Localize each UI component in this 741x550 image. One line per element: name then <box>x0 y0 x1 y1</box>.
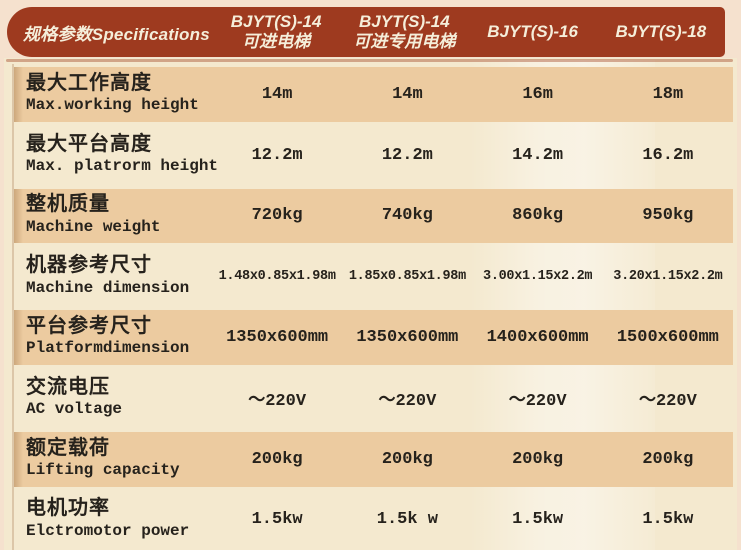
table-header: 规格参数Specifications BJYT(S)-14 可进电梯 BJYT(… <box>7 7 725 57</box>
row-label: 机器参考尺寸 Machine dimension <box>14 255 212 297</box>
row-value-col4: ～220V <box>638 392 697 412</box>
row-value-col4: 1500x600mm <box>616 328 719 348</box>
table-row: 电机功率 Elctromotor power 1.5kw 1.5k w 1.5k… <box>14 490 733 550</box>
row-value-col4: 950kg <box>642 206 694 226</box>
row-label-en: Max.working height <box>26 96 199 115</box>
row-value-col1: 1350x600mm <box>226 328 329 348</box>
header-model-name: BJYT(S)-16 <box>487 22 578 41</box>
row-label: 额定载荷 Lifting capacity <box>14 437 212 480</box>
table-row: 平台参考尺寸 Platformdimension 1350x600mm 1350… <box>14 307 733 368</box>
row-value-col1: 1.5kw <box>251 510 303 530</box>
header-shadow-line <box>6 59 733 62</box>
row-label: 整机质量 Machine weight <box>14 194 212 236</box>
row-value-col2: 12.2m <box>381 145 433 165</box>
row-label-en: AC voltage <box>26 400 123 419</box>
header-spec-label: 规格参数Specifications <box>23 24 210 44</box>
header-model-name: BJYT(S)-14 <box>230 12 322 31</box>
row-label-en: Elctromotor power <box>26 521 190 540</box>
row-label-en: Machine dimension <box>26 278 190 297</box>
table-row: 交流电压 AC voltage ～220V ～220V ～220V ～220V <box>14 368 733 429</box>
header-col-bjyt16: BJYT(S)-16 <box>469 22 597 42</box>
row-value-col1: 720kg <box>251 206 303 226</box>
row-label-zh: 整机质量 <box>26 194 110 218</box>
row-value-col2: 1350x600mm <box>356 328 459 348</box>
header-model-subtitle: 可进专用电梯 <box>353 32 456 51</box>
row-value-col2: 740kg <box>381 206 433 226</box>
row-value-col1: 14m <box>261 84 293 104</box>
table-row: 最大工作高度 Max.working height 14m 14m 16m 18… <box>14 64 733 125</box>
row-value-col1: 12.2m <box>251 145 303 165</box>
row-label: 交流电压 AC voltage <box>14 376 212 419</box>
row-value-col4: 16.2m <box>642 145 694 165</box>
row-value-col4: 200kg <box>642 449 694 469</box>
row-value-col1: 1.48x0.85x1.98m <box>218 269 336 285</box>
row-value-col2: 1.5k w <box>376 510 438 530</box>
row-value-col3: 1400x600mm <box>486 328 589 348</box>
row-label-en: Lifting capacity <box>26 460 180 479</box>
row-label-en: Platformdimension <box>26 339 190 358</box>
row-label-zh: 平台参考尺寸 <box>26 315 152 339</box>
row-label-zh: 额定载荷 <box>26 437 110 461</box>
header-col-bjyt14-special-elevator: BJYT(S)-14 可进专用电梯 <box>340 12 468 52</box>
header-model-subtitle: 可进电梯 <box>242 32 311 51</box>
row-value-col3: ～220V <box>508 392 567 412</box>
row-value-col2: ～220V <box>378 392 437 412</box>
table-row: 额定载荷 Lifting capacity 200kg 200kg 200kg … <box>14 429 733 490</box>
row-value-col1: 200kg <box>251 449 303 469</box>
row-label-zh: 最大工作高度 <box>26 72 152 96</box>
row-value-col4: 18m <box>652 84 684 104</box>
row-value-col2: 200kg <box>381 449 433 469</box>
table-row: 整机质量 Machine weight 720kg 740kg 860kg 95… <box>14 186 733 247</box>
left-fold-line <box>12 64 14 550</box>
row-label: 最大工作高度 Max.working height <box>14 72 212 115</box>
spec-table-body: 最大工作高度 Max.working height 14m 14m 16m 18… <box>14 64 733 550</box>
row-label-zh: 电机功率 <box>26 498 110 522</box>
row-label: 电机功率 Elctromotor power <box>14 498 212 540</box>
row-label-zh: 机器参考尺寸 <box>26 255 152 279</box>
header-model-name: BJYT(S)-14 <box>359 12 450 31</box>
row-label-en: Max. platrorm height <box>26 156 219 175</box>
row-value-col3: 3.00x1.15x2.2m <box>483 269 593 285</box>
row-value-col2: 1.85x0.85x1.98m <box>348 269 466 285</box>
row-label: 最大平台高度 Max. platrorm height <box>14 133 219 176</box>
header-col-bjyt14-elevator: BJYT(S)-14 可进电梯 <box>212 12 340 52</box>
row-value-col2: 14m <box>392 84 423 104</box>
row-value-col3: 16m <box>522 84 553 104</box>
row-value-col1: ～220V <box>248 392 307 412</box>
row-value-col3: 860kg <box>512 206 564 226</box>
row-label: 平台参考尺寸 Platformdimension <box>14 315 212 358</box>
table-row: 机器参考尺寸 Machine dimension 1.48x0.85x1.98m… <box>14 246 733 307</box>
row-label-zh: 交流电压 <box>26 376 110 400</box>
table-row: 最大平台高度 Max. platrorm height 12.2m 12.2m … <box>14 125 733 186</box>
header-col-bjyt18: BJYT(S)-18 <box>597 22 725 42</box>
row-label-zh: 最大平台高度 <box>26 133 152 157</box>
row-label-en: Machine weight <box>26 217 161 236</box>
header-model-name: BJYT(S)-18 <box>615 22 707 41</box>
row-value-col3: 14.2m <box>512 145 564 165</box>
row-value-col4: 1.5kw <box>642 510 694 530</box>
row-value-col3: 200kg <box>512 449 564 469</box>
row-value-col3: 1.5kw <box>512 510 564 530</box>
row-value-col4: 3.20x1.15x2.2m <box>613 269 723 285</box>
